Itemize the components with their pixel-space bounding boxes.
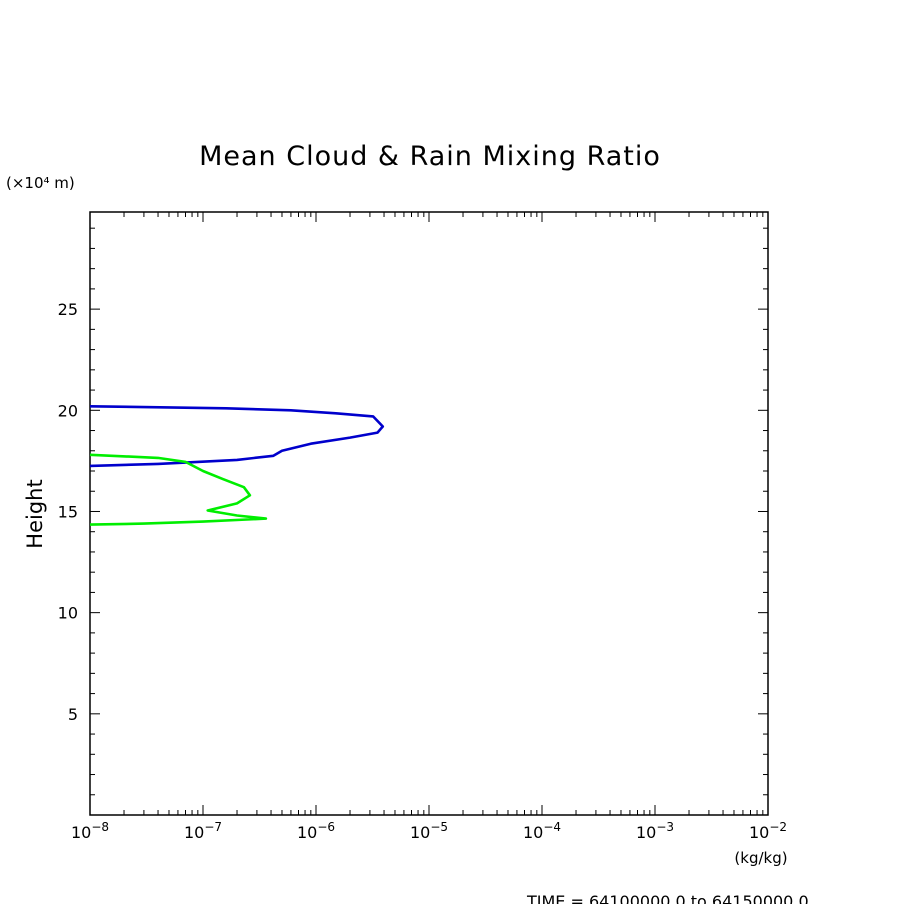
- time-range-note: TIME = 64100000.0 to 64150000.0: [526, 892, 809, 904]
- y-tick-label: 10: [58, 604, 78, 623]
- x-tick-label: 10−3: [636, 820, 674, 842]
- y-tick-label: 20: [58, 401, 78, 420]
- chart-title: Mean Cloud & Rain Mixing Ratio: [199, 141, 661, 172]
- x-tick-label: 10−5: [410, 820, 448, 842]
- y-tick-label: 25: [58, 300, 78, 319]
- x-tick-label: 10−2: [749, 820, 787, 842]
- series-lines: [89, 405, 385, 526]
- series-line-1: [89, 405, 385, 468]
- plot-area: [89, 211, 769, 816]
- y-tick-label: 15: [58, 502, 78, 521]
- series-line-2: [89, 453, 268, 526]
- x-tick-label: 10−4: [523, 820, 561, 842]
- x-tick-label: 10−8: [71, 820, 109, 842]
- y-tick-label: 5: [68, 705, 78, 724]
- y-axis-unit: (×10⁴ m): [6, 174, 75, 192]
- y-axis-title: Height: [23, 479, 47, 548]
- x-tick-label: 10−7: [184, 820, 222, 842]
- x-axis-unit: (kg/kg): [734, 849, 787, 867]
- plot-frame: [89, 211, 769, 816]
- x-tick-label: 10−6: [297, 820, 335, 842]
- tick-labels: 10−8 10−7 10−6 10−5 10−4 10−3 10−2 5 10 15 20 25: [58, 300, 787, 842]
- axis-ticks: [89, 212, 769, 815]
